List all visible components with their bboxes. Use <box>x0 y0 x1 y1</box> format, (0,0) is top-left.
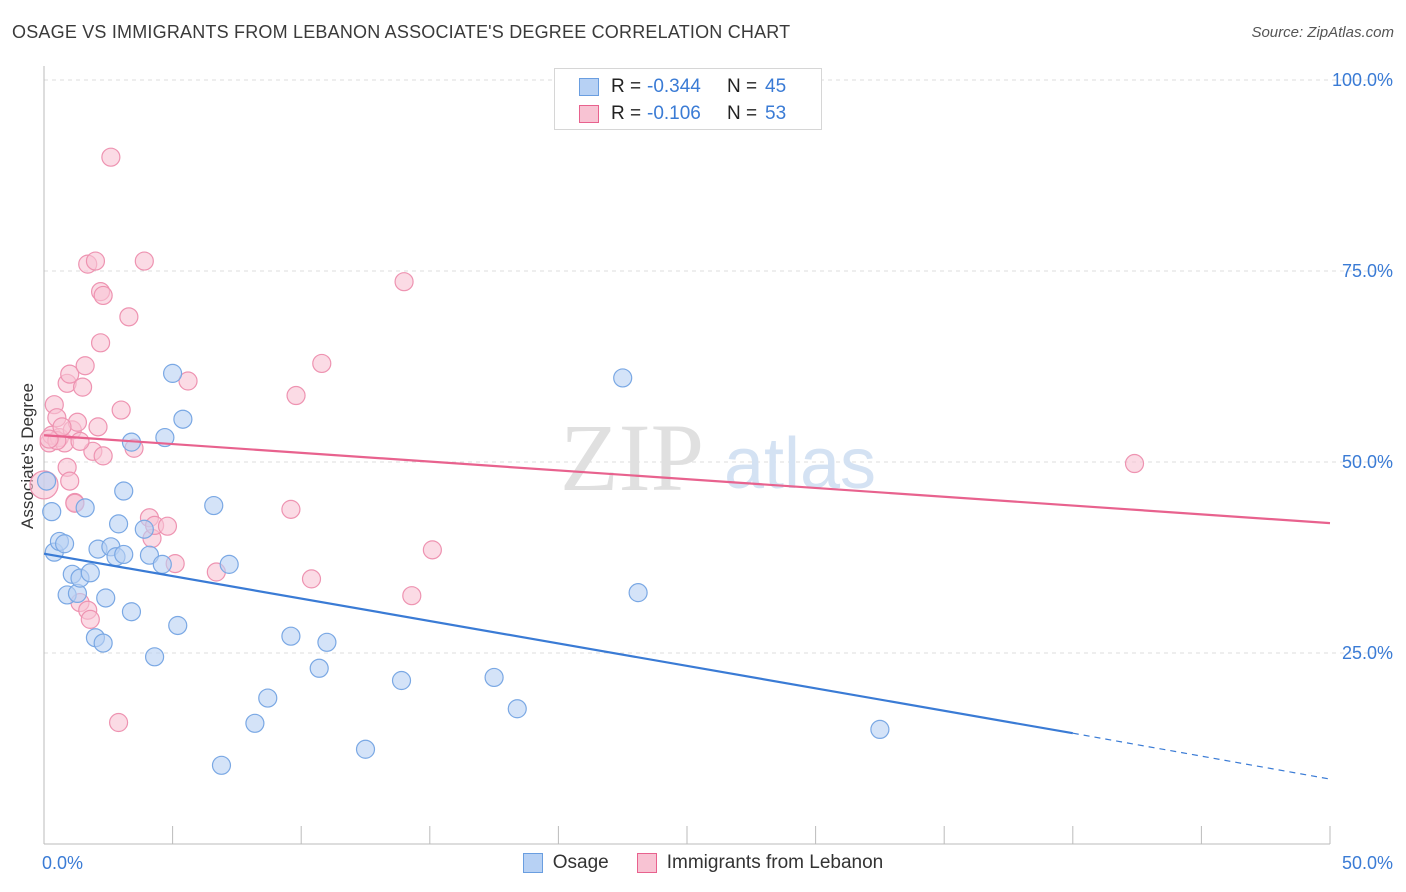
lebanon-point <box>422 540 442 560</box>
trend-lines <box>43 434 1331 780</box>
legend-n-value: 45 <box>765 76 787 97</box>
lebanon-point <box>90 333 111 353</box>
lebanon-point <box>286 385 306 406</box>
osage-point <box>628 583 648 603</box>
lebanon-point <box>157 516 178 536</box>
legend-r-label: R = <box>611 76 642 97</box>
x-tick-label: 50.0% <box>1342 853 1393 873</box>
osage-point <box>121 602 142 622</box>
osage-point <box>114 544 134 565</box>
osage-point <box>36 471 57 491</box>
lebanon-point <box>1124 453 1145 474</box>
lebanon-point <box>93 446 113 466</box>
osage-point <box>355 739 376 759</box>
lebanon-point <box>39 429 59 449</box>
legend-swatch-lebanon <box>636 853 657 873</box>
legend-r-value: -0.344 <box>647 76 701 97</box>
osage-point <box>870 719 890 740</box>
legend-row-osage: R = -0.344 N = 45 <box>579 74 786 100</box>
legend-n-label: N = <box>727 103 758 124</box>
lebanon-point <box>402 586 422 606</box>
lebanon-point <box>111 400 131 420</box>
legend-row-lebanon: R = -0.106 N = 53 <box>579 101 786 127</box>
osage-point <box>281 626 301 646</box>
legend-item-osage: Osage <box>522 852 609 874</box>
legend-swatch-lebanon <box>579 105 599 123</box>
lebanon-point <box>178 371 198 391</box>
y-tick-label: 100.0% <box>1332 70 1393 90</box>
x-tick-label: 0.0% <box>42 853 83 873</box>
legend-n-value: 53 <box>765 103 787 124</box>
grid-lines <box>44 79 1392 654</box>
y-tick-label: 50.0% <box>1342 452 1393 472</box>
lebanon-point <box>60 364 80 384</box>
lebanon-point <box>85 251 106 271</box>
trend-line-osage <box>43 552 1073 735</box>
lebanon-point <box>72 377 93 397</box>
osage-point <box>211 755 232 775</box>
legend-swatch-osage <box>579 78 599 96</box>
osage-point <box>75 498 95 518</box>
lebanon-point <box>281 499 301 519</box>
lebanon-point <box>88 417 108 437</box>
watermark-zip: ZIP <box>560 404 704 511</box>
y-tick-label: 75.0% <box>1342 261 1393 281</box>
osage-point <box>108 514 129 534</box>
lebanon-point <box>101 147 121 167</box>
osage-point <box>245 713 265 733</box>
legend-swatch-osage <box>522 853 543 873</box>
lebanon-point <box>119 307 139 327</box>
osage-point <box>96 588 116 608</box>
osage-point <box>309 658 329 678</box>
lebanon-point <box>312 353 332 374</box>
legend-label-lebanon: Immigrants from Lebanon <box>666 852 884 873</box>
legend-label-osage: Osage <box>552 852 609 873</box>
osage-point <box>507 699 527 719</box>
osage-point <box>219 554 239 574</box>
watermark: ZIP atlas <box>560 404 876 511</box>
lebanon-point <box>75 356 95 376</box>
osage-point <box>42 502 62 522</box>
osage-point <box>613 368 633 388</box>
osage-point <box>173 409 193 429</box>
lebanon-point <box>301 569 322 589</box>
osage-point <box>93 633 113 653</box>
osage-point <box>484 667 504 688</box>
series-legend: Osage Immigrants from Lebanon <box>0 852 1406 874</box>
osage-point <box>114 481 134 501</box>
lebanon-point <box>80 609 100 629</box>
legend-r-value: -0.106 <box>647 103 701 124</box>
watermark-atlas: atlas <box>724 424 876 504</box>
osage-point <box>163 363 183 383</box>
legend-r-label: R = <box>611 103 642 124</box>
osage-point <box>134 519 154 539</box>
lebanon-point <box>60 471 80 491</box>
lebanon-point <box>93 285 113 306</box>
osage-point <box>258 688 278 708</box>
osage-point <box>152 554 172 574</box>
y-tick-label: 25.0% <box>1342 643 1393 663</box>
osage-point <box>204 495 224 516</box>
osage-point <box>168 615 188 636</box>
osage-point <box>155 427 175 448</box>
lebanon-point <box>70 431 90 451</box>
trend-line-lebanon <box>43 434 1331 525</box>
tick-labels: 25.0% 50.0% 75.0% 100.0% 0.0% 50.0% <box>42 70 1393 873</box>
lebanon-point <box>394 272 414 292</box>
chart-source: Source: ZipAtlas.com <box>1251 24 1394 41</box>
chart-title: OSAGE VS IMMIGRANTS FROM LEBANON ASSOCIA… <box>12 22 791 42</box>
osage-point <box>391 670 412 691</box>
trend-line-osage-projection <box>1072 732 1331 780</box>
axes <box>43 66 1331 845</box>
legend-item-lebanon: Immigrants from Lebanon <box>636 852 884 874</box>
osage-point <box>80 563 100 583</box>
legend-n-label: N = <box>727 76 758 97</box>
lebanon-point <box>108 712 129 733</box>
lebanon-point <box>134 251 154 271</box>
correlation-legend: R = -0.344 N = 45 R = -0.106 N = 53 <box>554 68 822 130</box>
osage-point <box>317 632 337 652</box>
osage-point <box>54 534 75 554</box>
osage-point <box>144 647 165 667</box>
